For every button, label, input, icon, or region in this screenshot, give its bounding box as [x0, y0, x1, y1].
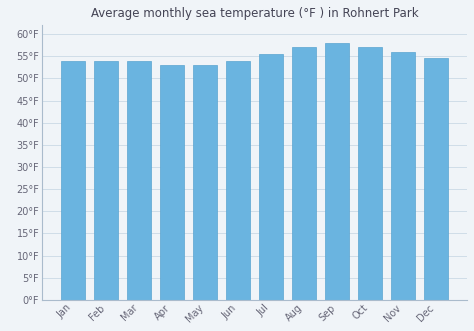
Title: Average monthly sea temperature (°F ) in Rohnert Park: Average monthly sea temperature (°F ) in…	[91, 7, 419, 20]
Bar	[94, 61, 118, 300]
Bar	[62, 61, 85, 300]
Bar	[424, 59, 448, 300]
Bar	[128, 61, 151, 300]
Bar	[193, 65, 217, 300]
Bar	[358, 47, 382, 300]
Bar	[325, 43, 349, 300]
Bar	[226, 61, 250, 300]
Bar	[391, 52, 415, 300]
Bar	[160, 65, 184, 300]
Bar	[292, 47, 316, 300]
Bar	[259, 54, 283, 300]
